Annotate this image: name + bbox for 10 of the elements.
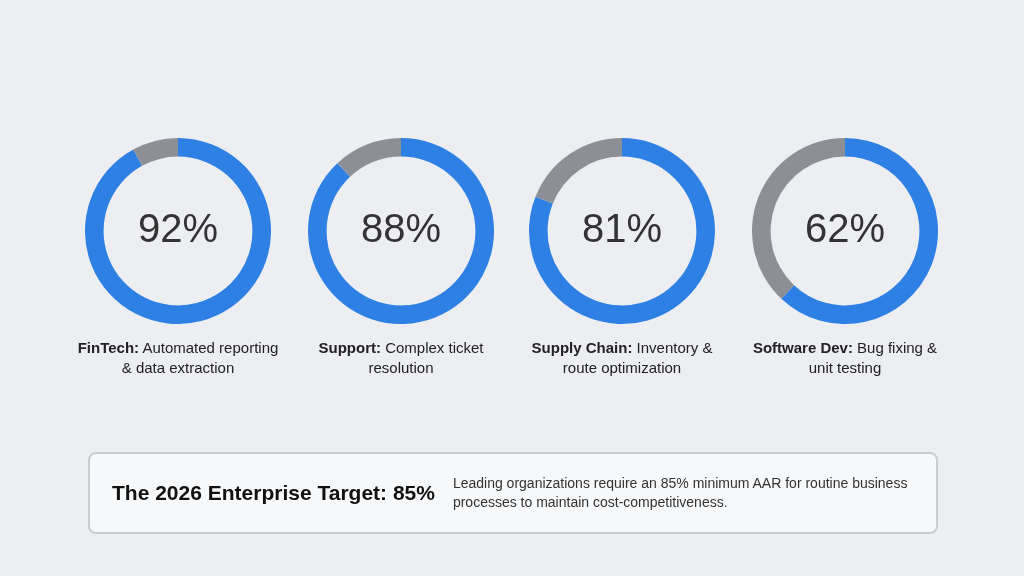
text: Support: Complex ticket resolution xyxy=(317,338,485,378)
text: Supply Chain: Inventory & route optimization xyxy=(530,338,714,378)
text: Software Dev: Bug fixing & unit testing xyxy=(751,338,939,378)
text: Leading organizations require an 85% minimum AAR for routine business processes to maintain cost-competitiveness. xyxy=(452,474,909,512)
text: FinTech: Automated reporting & data extraction xyxy=(76,338,280,378)
data-label: 62% xyxy=(804,206,886,251)
data-label: 92% xyxy=(137,206,219,251)
data-label: 81% xyxy=(581,206,663,251)
data-label: 88% xyxy=(360,206,442,251)
text: The 2026 Enterprise Target: 85% xyxy=(111,481,436,505)
